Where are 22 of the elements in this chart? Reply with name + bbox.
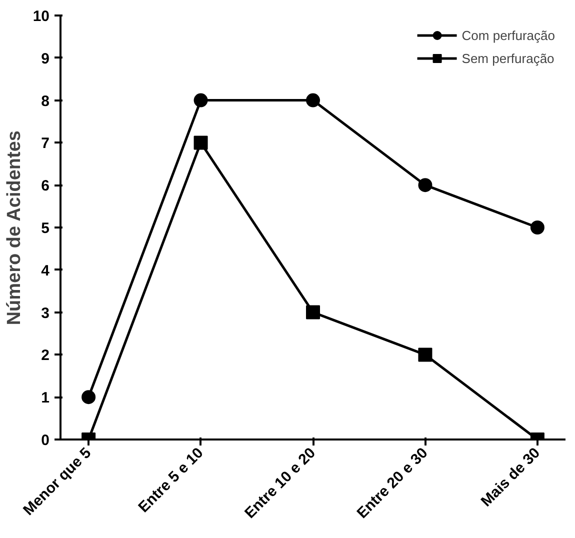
y-tick-label: 4 — [41, 262, 50, 280]
point — [530, 220, 544, 234]
y-tick-label: 6 — [41, 178, 50, 195]
y-tick-label: 9 — [41, 50, 50, 68]
point — [194, 136, 208, 150]
y-axis-title: Número de Acidentes — [4, 130, 25, 326]
y-tick-label: 10 — [32, 8, 50, 25]
point — [194, 93, 208, 108]
point — [306, 93, 320, 108]
point — [82, 390, 96, 404]
y-tick-label: 7 — [41, 135, 50, 152]
y-tick-label: 5 — [41, 220, 50, 237]
y-tick-label: 2 — [41, 347, 50, 364]
y-tick-label: 0 — [41, 432, 50, 449]
legend-label: Sem perfuração — [462, 50, 554, 66]
y-tick-label: 1 — [41, 390, 50, 407]
point — [418, 348, 432, 362]
y-tick-label: 8 — [41, 92, 50, 110]
point — [306, 305, 320, 320]
y-tick-label: 3 — [41, 304, 50, 322]
point — [418, 178, 432, 192]
legend-label: Com perfuração — [462, 28, 555, 42]
